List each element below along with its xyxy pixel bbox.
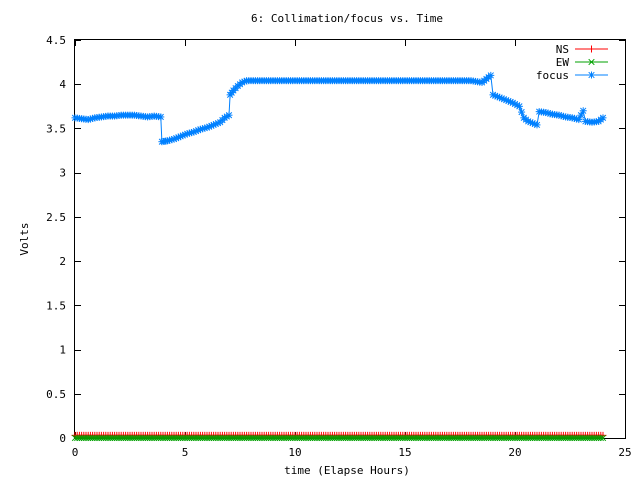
x-tick-label: 20 [508,446,521,459]
legend-item-ew: EW [556,56,608,69]
legend-item-focus: focus [536,69,608,82]
data-point [515,102,523,110]
data-point [599,114,607,122]
y-tick-label: 3.5 [46,122,66,135]
legend-label: focus [536,69,569,82]
x-tick-label: 0 [72,446,79,459]
y-tick-label: 2.5 [46,211,66,224]
chart-title: 6: Collimation/focus vs. Time [251,12,443,25]
legend-marker [588,58,595,66]
x-tick-label: 5 [182,446,189,459]
data-point [487,71,495,79]
data-point [225,111,233,119]
y-axis-label: Volts [18,222,31,255]
plot-frame [74,39,626,439]
data-point [533,121,541,129]
y-tick-label: 1 [59,344,66,357]
y-tick-label: 3 [59,167,66,180]
data-point [597,434,604,442]
x-axis-label: time (Elapse Hours) [284,464,410,477]
y-tick-label: 4 [59,78,66,91]
axis-ticks: 0 5 10 15 20 25 0 0.5 1 1.5 2 2.5 3 3.5 4 4.5 [46,34,632,459]
y-tick-label: 1.5 [46,299,66,312]
y-tick-label: 0.5 [46,388,66,401]
legend-label: EW [556,56,570,69]
series-ew [71,434,607,442]
series-focus [71,71,607,146]
series-line [74,74,604,143]
legend-marker [588,71,595,79]
data-point [579,107,587,115]
x-tick-label: 25 [618,446,631,459]
y-tick-label: 2 [59,255,66,268]
x-tick-label: 10 [288,446,301,459]
legend-item-ns: NS [556,43,608,56]
y-tick-label: 0 [59,432,66,445]
y-tick-label: 4.5 [46,34,66,47]
series-layer [71,71,607,442]
legend-label: NS [556,43,569,56]
x-tick-label: 15 [398,446,411,459]
data-point [599,434,607,442]
data-point [157,113,165,121]
legend-marker [588,45,595,53]
data-point [518,108,526,116]
